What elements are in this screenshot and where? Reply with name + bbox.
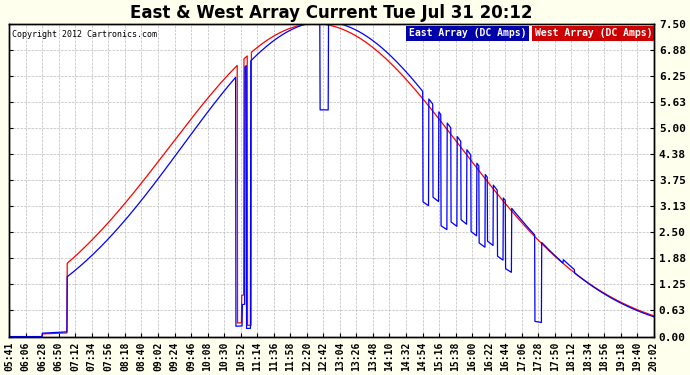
Text: West Array (DC Amps): West Array (DC Amps) (535, 28, 652, 38)
Title: East & West Array Current Tue Jul 31 20:12: East & West Array Current Tue Jul 31 20:… (130, 4, 533, 22)
Text: Copyright 2012 Cartronics.com: Copyright 2012 Cartronics.com (12, 30, 157, 39)
Text: East Array (DC Amps): East Array (DC Amps) (409, 28, 526, 38)
